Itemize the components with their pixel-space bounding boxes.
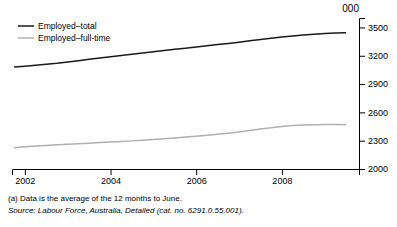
x-tick-label: 2004	[101, 176, 121, 186]
y-tick-label: 2600	[368, 108, 388, 118]
y-tick-label: 2300	[368, 136, 388, 146]
title: 000	[342, 3, 359, 14]
x-tick: 2006	[187, 169, 207, 186]
x-tick: 2008	[272, 169, 292, 186]
y-tick-label: 3200	[368, 51, 388, 61]
legend-swatch	[18, 25, 34, 27]
y-tick: 2900	[359, 79, 388, 89]
y-tick: 3500	[359, 23, 388, 33]
legend-item: Employed–full-time	[18, 33, 111, 43]
legend-label: Employed–total	[38, 21, 97, 31]
legend-item: Employed–total	[18, 21, 97, 31]
y-tick-label: 2900	[368, 79, 388, 89]
plot: 2002 2004 2006 2008 2000 2300 2600 2900 3200 3500…	[13, 3, 389, 186]
y-tick: 2000	[359, 164, 388, 174]
y-tick-mark	[359, 141, 365, 142]
y-axis-line	[360, 19, 366, 170]
y-tick-label: 3500	[368, 23, 388, 33]
y-tick-mark	[359, 56, 365, 57]
x-axis-line	[13, 170, 360, 176]
legend-label: Employed–full-time	[38, 33, 111, 43]
y-tick-mark	[359, 27, 365, 28]
legend-swatch	[18, 37, 34, 39]
legend: Employed–total Employed–full-time	[18, 21, 111, 43]
y-tick-mark	[359, 84, 365, 85]
y-tick: 2600	[359, 108, 388, 118]
y-tick-label: 2000	[368, 164, 388, 174]
x-axis: 2002 2004 2006 2008	[13, 169, 360, 186]
x-tick: 2004	[101, 169, 121, 186]
x-tick-label: 2008	[272, 176, 292, 186]
footnote: (a) Data is the average of the 12 months…	[8, 194, 182, 203]
x-tick-label: 2006	[187, 176, 207, 186]
y-tick-mark	[359, 112, 365, 113]
x-tick-mark	[196, 169, 197, 175]
x-tick-mark	[111, 169, 112, 175]
y-tick: 3200	[359, 51, 388, 61]
series-line	[14, 124, 346, 147]
series-line	[14, 33, 346, 67]
footnote: Source: Labour Force, Australia, Detaile…	[8, 206, 244, 215]
y-tick-mark	[359, 169, 365, 170]
chart: 2002 2004 2006 2008 2000 2300 2600 2900 3200 3500…	[0, 0, 397, 227]
y-tick: 2300	[359, 136, 388, 146]
x-tick-mark	[25, 169, 26, 175]
marks	[14, 33, 346, 148]
x-tick-label: 2002	[15, 176, 35, 186]
y-axis: 2000 2300 2600 2900 3200 3500	[359, 19, 388, 175]
x-tick: 2002	[15, 169, 35, 186]
x-tick-mark	[282, 169, 283, 175]
